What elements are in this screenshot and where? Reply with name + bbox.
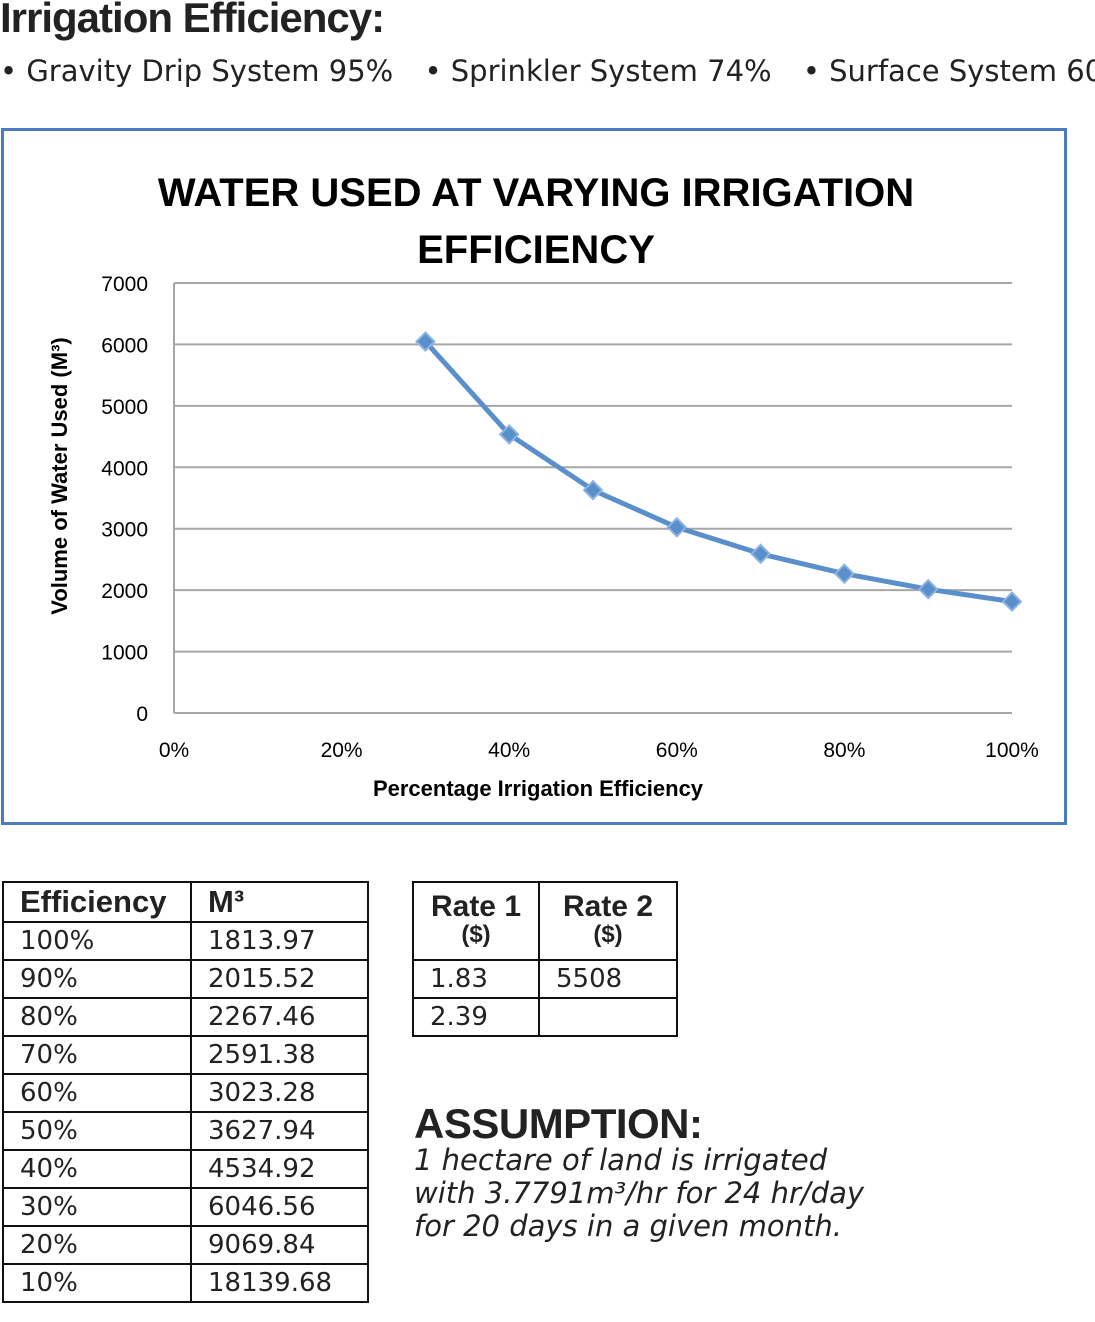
water-used-chart: WATER USED AT VARYING IRRIGATION EFFICIE… (47, 171, 1039, 801)
tick-labels: 0 1000 2000 3000 4000 5000 6000 7000 0% 20% 40% 60%… (101, 273, 1039, 762)
table-row: 60% 3023.28 (2, 1073, 369, 1113)
data-point (666, 516, 688, 538)
x-tick-label: 0% (159, 739, 189, 762)
table-row: 40% 4534.92 (2, 1149, 369, 1189)
chart-panel: WATER USED AT VARYING IRRIGATION EFFICIE… (1, 128, 1067, 825)
column-header-volume: M³ (190, 881, 369, 923)
efficiency-table-body: 100% 1813.97 90% 2015.52 80% 2267.46 70% 2591.3… (2, 921, 369, 1303)
system-item-gravity-drip: • Gravity Drip System 95% (0, 54, 394, 88)
assumption-line-3: for 20 days in a given month. (414, 1209, 842, 1243)
column-header-rate-1: Rate 1 ($) (412, 881, 540, 961)
y-tick-label: 6000 (101, 334, 148, 357)
efficiency-cell: 70% (2, 1035, 192, 1075)
efficiency-table: Efficiency M³ 100% 1813.97 90% 2015.52 80% 22… (2, 881, 369, 1303)
axes (173, 283, 1012, 714)
table-row: 70% 2591.38 (2, 1035, 369, 1075)
x-axis-title: Percentage Irrigation Efficiency (373, 776, 704, 801)
volume-cell: 4534.92 (190, 1149, 369, 1189)
data-point (414, 331, 436, 352)
efficiency-cell: 20% (2, 1225, 192, 1265)
efficiency-cell: 40% (2, 1149, 192, 1189)
system-item-surface: • Surface System 60% (802, 54, 1095, 88)
column-header-efficiency: Efficiency (2, 881, 192, 923)
data-point (498, 424, 520, 445)
data-point (750, 543, 772, 565)
volume-cell: 9069.84 (190, 1225, 369, 1265)
assumption-line-1: 1 hectare of land is irrigated (414, 1143, 828, 1177)
table-row: 100% 1813.97 (2, 921, 369, 961)
data-point (833, 563, 855, 585)
volume-cell: 3023.28 (190, 1073, 369, 1113)
table-cell: 2.39 (412, 997, 540, 1037)
y-tick-label: 0 (136, 703, 148, 726)
efficiency-cell: 90% (2, 959, 192, 999)
table-header-row: Rate 1 ($) Rate 2 ($) (412, 881, 678, 961)
data-point (1001, 591, 1023, 612)
data-point (582, 479, 604, 501)
y-tick-label: 1000 (101, 642, 148, 665)
y-tick-label: 2000 (101, 580, 148, 603)
gridlines (174, 282, 1012, 653)
volume-cell: 2591.38 (190, 1035, 369, 1075)
table-row: 20% 9069.84 (2, 1225, 369, 1265)
series-line (423, 339, 1013, 605)
volume-cell: 2267.46 (190, 997, 369, 1037)
assumption-title: ASSUMPTION: (414, 1100, 703, 1147)
volume-cell: 18139.68 (190, 1263, 369, 1303)
system-item-sprinkler: • Sprinkler System 74% (424, 54, 772, 88)
rate-2-unit: ($) (593, 921, 623, 948)
efficiency-cell: 80% (2, 997, 192, 1037)
table-row: 2.39 (412, 997, 678, 1037)
irrigation-systems-list: • Gravity Drip System 95% • Sprinkler Sy… (0, 54, 1095, 88)
data-point (917, 578, 939, 600)
y-tick-label: 4000 (101, 457, 148, 480)
assumption-line-2: with 3.7791m³/hr for 24 hr/day (414, 1176, 865, 1210)
table-cell (538, 997, 678, 1037)
rate-2-label: Rate 2 (562, 890, 654, 923)
table-row: 50% 3627.94 (2, 1111, 369, 1151)
rate-table: Rate 1 ($) Rate 2 ($) 1.83 5508 2.39 (412, 881, 678, 1037)
table-cell: 1.83 (412, 959, 540, 999)
x-tick-label: 100% (985, 739, 1039, 762)
x-tick-label: 40% (488, 739, 530, 762)
series-layer (414, 331, 1023, 612)
chart-title-line-2: EFFICIENCY (417, 228, 655, 272)
rate-1-label: Rate 1 (430, 890, 522, 923)
x-tick-label: 20% (321, 739, 363, 762)
table-row: 80% 2267.46 (2, 997, 369, 1037)
efficiency-cell: 30% (2, 1187, 192, 1227)
x-tick-label: 60% (656, 739, 698, 762)
volume-cell: 2015.52 (190, 959, 369, 999)
volume-cell: 1813.97 (190, 921, 369, 961)
y-tick-label: 7000 (101, 273, 148, 296)
page-title: Irrigation Efficiency: (0, 0, 385, 41)
efficiency-cell: 100% (2, 921, 192, 961)
x-tick-label: 80% (823, 739, 865, 762)
chart-title-line-1: WATER USED AT VARYING IRRIGATION (158, 171, 914, 215)
assumption-text: 1 hectare of land is irrigated with 3.77… (414, 1144, 894, 1243)
y-axis-title: Volume of Water Used (M³) (47, 337, 72, 614)
table-row: 1.83 5508 (412, 959, 678, 999)
table-cell: 5508 (538, 959, 678, 999)
table-row: 10% 18139.68 (2, 1263, 369, 1303)
volume-cell: 6046.56 (190, 1187, 369, 1227)
table-row: 30% 6046.56 (2, 1187, 369, 1227)
table-header-row: Efficiency M³ (2, 881, 369, 923)
efficiency-cell: 50% (2, 1111, 192, 1151)
efficiency-cell: 60% (2, 1073, 192, 1113)
rate-1-unit: ($) (461, 921, 491, 948)
table-row: 90% 2015.52 (2, 959, 369, 999)
column-header-rate-2: Rate 2 ($) (538, 881, 678, 961)
volume-cell: 3627.94 (190, 1111, 369, 1151)
y-tick-label: 3000 (101, 519, 148, 542)
y-tick-label: 5000 (101, 396, 148, 419)
efficiency-cell: 10% (2, 1263, 192, 1303)
